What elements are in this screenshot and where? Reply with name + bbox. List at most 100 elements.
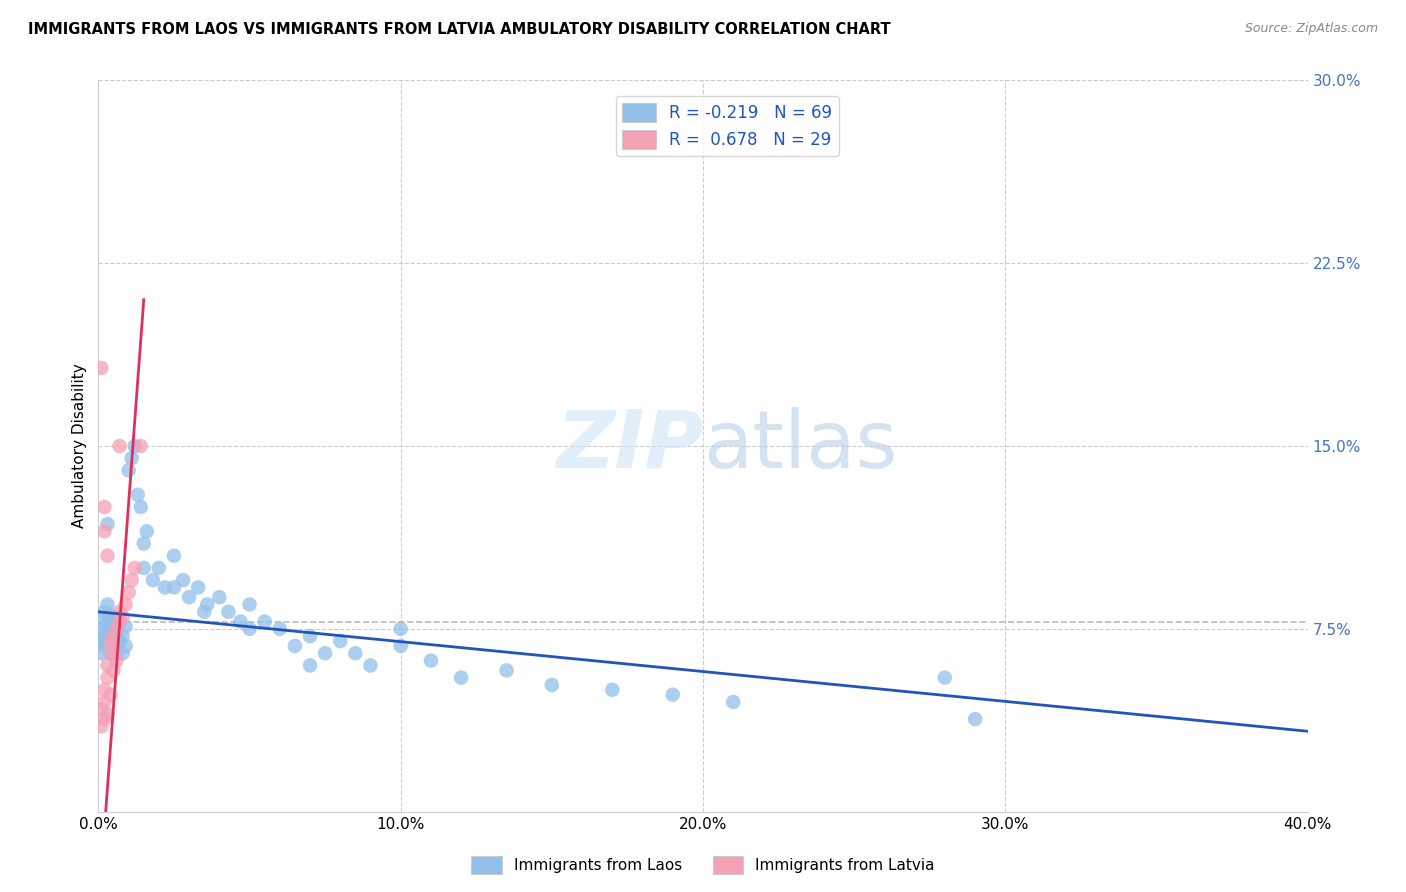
Point — [114, 619, 136, 633]
Point — [217, 605, 239, 619]
Point — [135, 524, 157, 539]
Point — [96, 516, 118, 531]
Point — [114, 639, 136, 653]
Point — [103, 629, 125, 643]
Point — [100, 688, 122, 702]
Point — [90, 634, 112, 648]
Point — [103, 639, 125, 653]
Point — [90, 622, 112, 636]
Point — [105, 646, 128, 660]
Point — [105, 622, 128, 636]
Point — [208, 590, 231, 604]
Point — [129, 500, 152, 514]
Point — [103, 639, 125, 653]
Point — [132, 561, 155, 575]
Point — [108, 605, 131, 619]
Point — [284, 639, 307, 653]
Point — [114, 598, 136, 612]
Point — [229, 615, 252, 629]
Text: ZIP: ZIP — [555, 407, 703, 485]
Point — [90, 702, 112, 716]
Point — [121, 451, 143, 466]
Point — [163, 581, 186, 595]
Point — [153, 581, 176, 595]
Point — [96, 609, 118, 624]
Point — [299, 658, 322, 673]
Point — [90, 646, 112, 660]
Point — [118, 463, 141, 477]
Point — [193, 605, 215, 619]
Point — [108, 439, 131, 453]
Point — [389, 639, 412, 653]
Point — [124, 439, 146, 453]
Point — [96, 549, 118, 563]
Legend: Immigrants from Laos, Immigrants from Latvia: Immigrants from Laos, Immigrants from La… — [465, 850, 941, 880]
Point — [105, 629, 128, 643]
Point — [108, 634, 131, 648]
Point — [344, 646, 367, 660]
Point — [142, 573, 165, 587]
Point — [389, 622, 412, 636]
Point — [93, 500, 115, 514]
Point — [187, 581, 209, 595]
Point — [90, 361, 112, 376]
Point — [329, 634, 352, 648]
Point — [100, 646, 122, 660]
Point — [111, 629, 134, 643]
Point — [118, 585, 141, 599]
Text: atlas: atlas — [703, 407, 897, 485]
Point — [108, 615, 131, 629]
Point — [148, 561, 170, 575]
Point — [96, 622, 118, 636]
Point — [450, 671, 472, 685]
Point — [239, 598, 262, 612]
Point — [172, 573, 194, 587]
Point — [253, 615, 276, 629]
Point — [111, 646, 134, 660]
Point — [93, 615, 115, 629]
Point — [96, 598, 118, 612]
Point — [93, 629, 115, 643]
Point — [723, 695, 745, 709]
Point — [111, 609, 134, 624]
Point — [540, 678, 562, 692]
Point — [108, 615, 131, 629]
Point — [93, 682, 115, 697]
Legend: R = -0.219   N = 69, R =  0.678   N = 29: R = -0.219 N = 69, R = 0.678 N = 29 — [616, 96, 839, 156]
Point — [965, 712, 987, 726]
Point — [90, 719, 112, 733]
Point — [93, 605, 115, 619]
Point — [100, 629, 122, 643]
Point — [103, 622, 125, 636]
Point — [93, 524, 115, 539]
Point — [934, 671, 956, 685]
Point — [100, 634, 122, 648]
Point — [420, 654, 443, 668]
Point — [96, 634, 118, 648]
Point — [179, 590, 201, 604]
Point — [661, 688, 683, 702]
Point — [299, 629, 322, 643]
Point — [96, 671, 118, 685]
Point — [132, 536, 155, 550]
Point — [103, 609, 125, 624]
Y-axis label: Ambulatory Disability: Ambulatory Disability — [72, 364, 87, 528]
Point — [129, 439, 152, 453]
Point — [121, 573, 143, 587]
Point — [127, 488, 149, 502]
Point — [269, 622, 291, 636]
Point — [195, 598, 218, 612]
Point — [93, 639, 115, 653]
Point — [314, 646, 336, 660]
Point — [163, 549, 186, 563]
Point — [96, 707, 118, 722]
Point — [103, 663, 125, 677]
Text: Source: ZipAtlas.com: Source: ZipAtlas.com — [1244, 22, 1378, 36]
Point — [93, 712, 115, 726]
Point — [602, 682, 624, 697]
Point — [100, 646, 122, 660]
Point — [93, 695, 115, 709]
Point — [360, 658, 382, 673]
Point — [105, 654, 128, 668]
Point — [495, 663, 517, 677]
